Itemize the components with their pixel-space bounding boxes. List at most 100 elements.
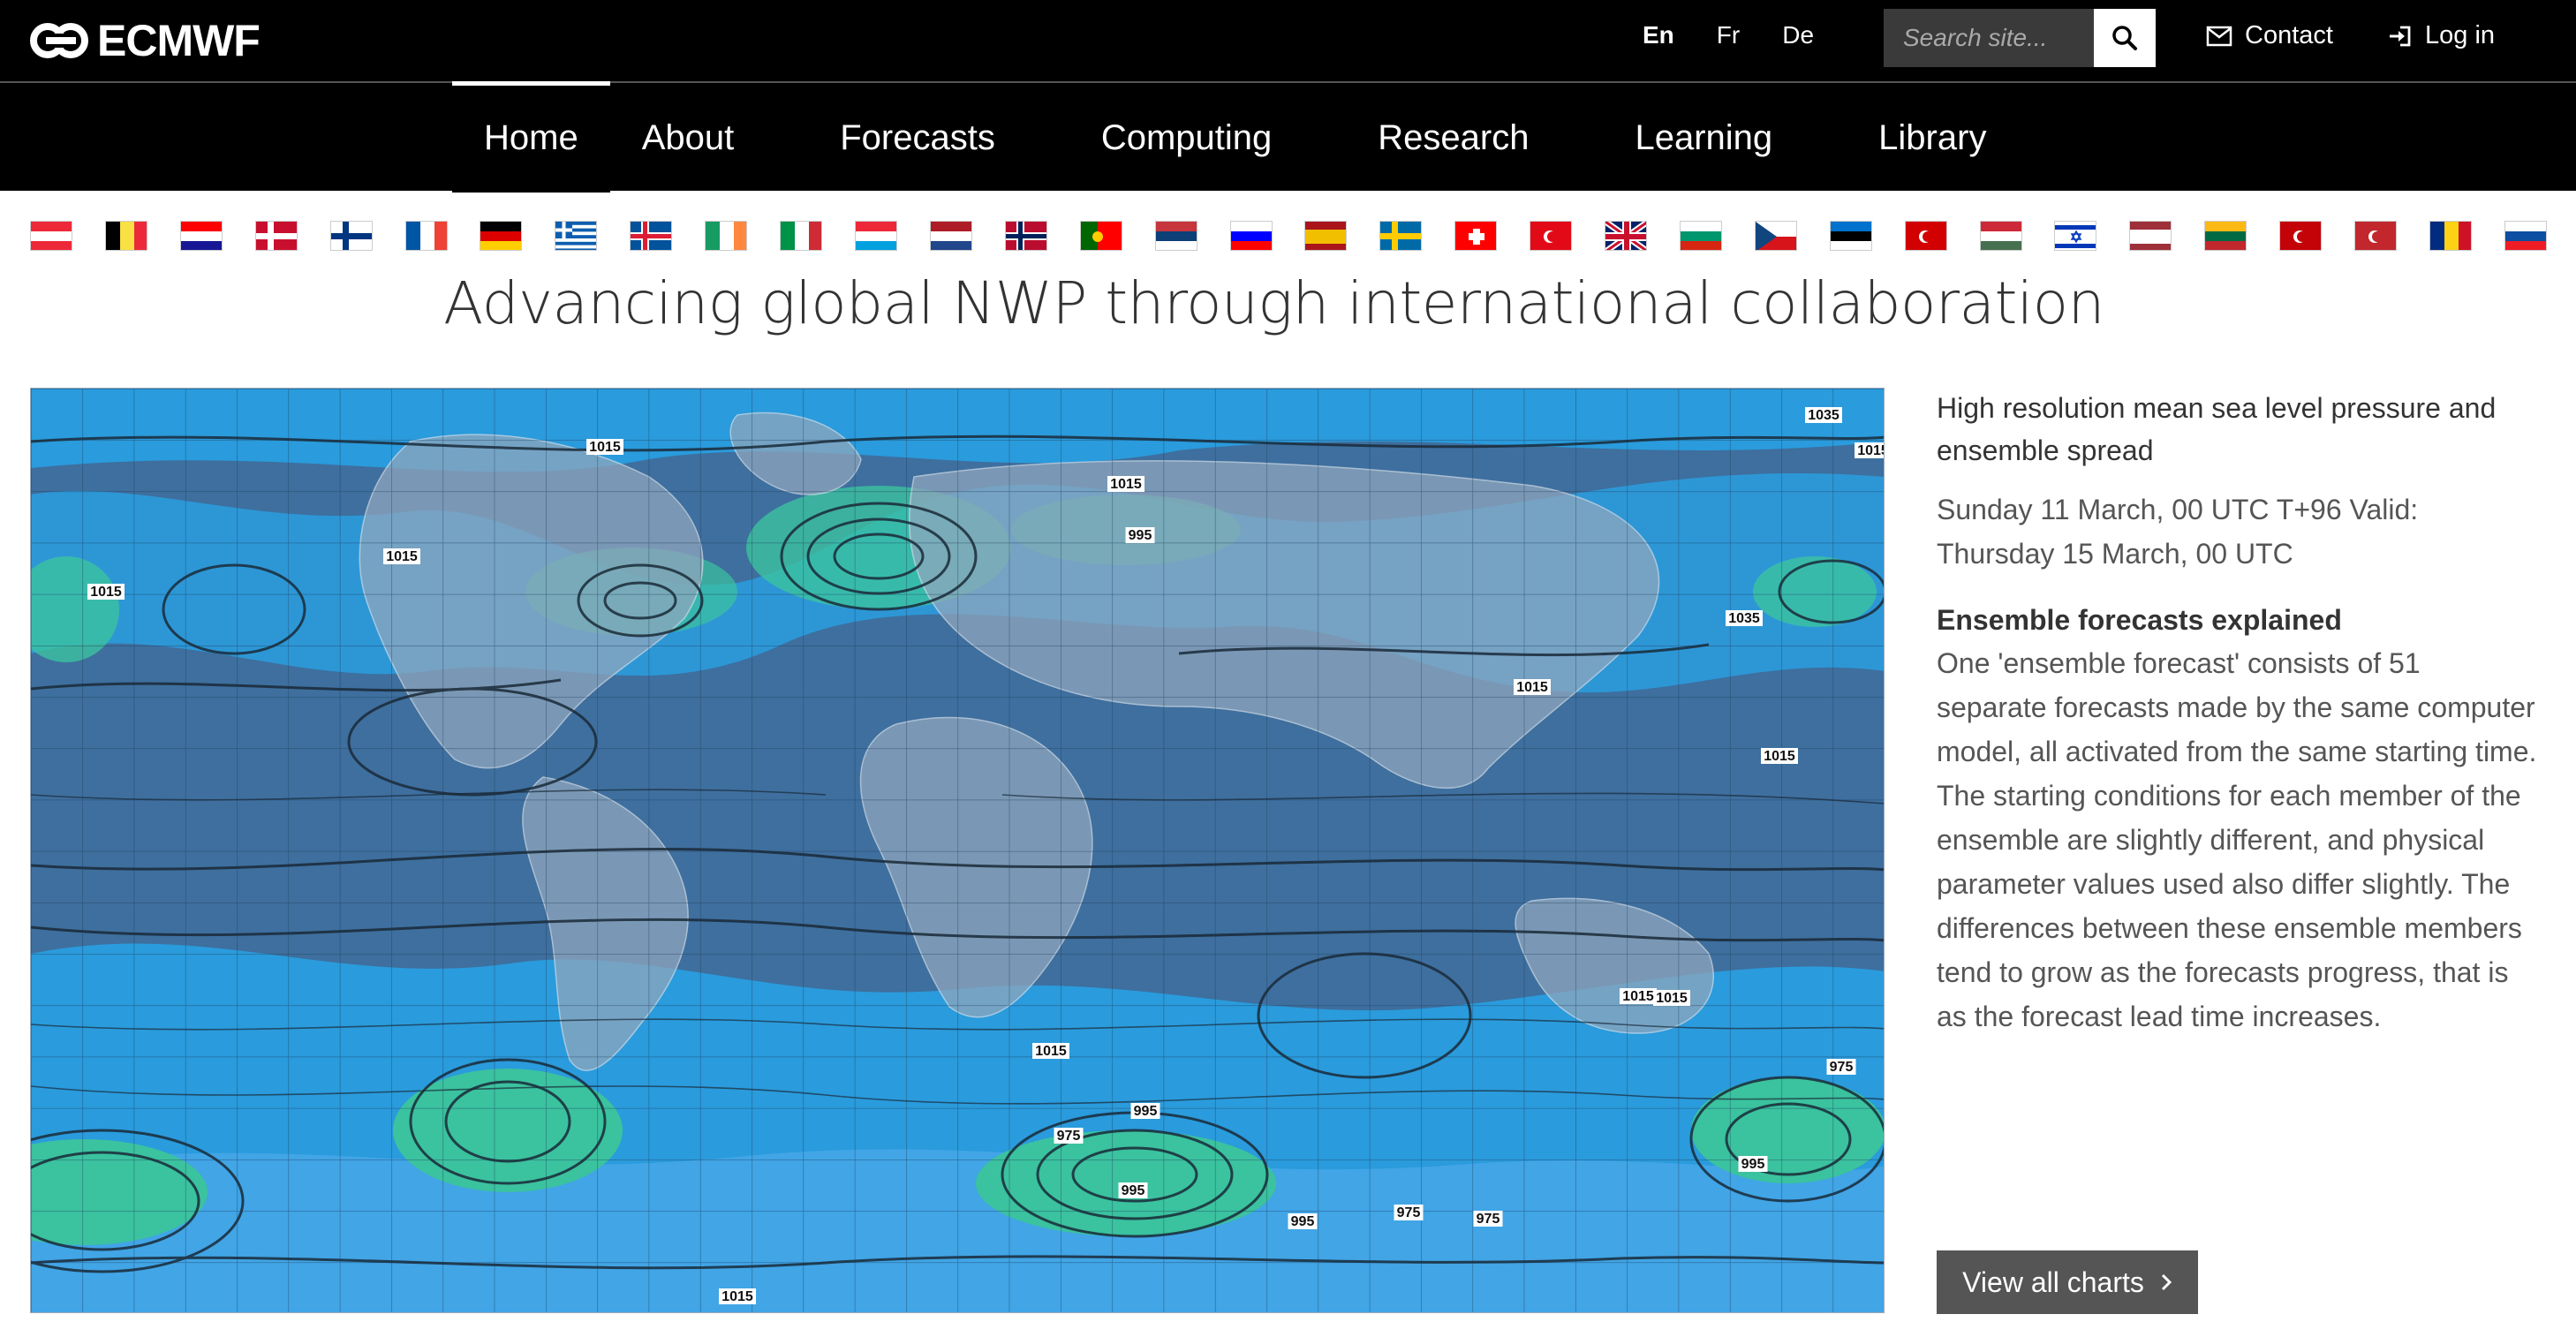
isobar-label: 995 (1125, 527, 1155, 543)
lang-de[interactable]: De (1782, 21, 1815, 49)
search-input[interactable] (1884, 9, 2094, 67)
member-state-flags (30, 221, 2547, 251)
nav-computing[interactable]: Computing (1100, 117, 1273, 157)
flag-luxembourg-icon[interactable] (854, 221, 897, 251)
lang-fr[interactable]: Fr (1716, 21, 1741, 49)
nav-research[interactable]: Research (1378, 117, 1530, 157)
flag-sweden-icon[interactable] (1379, 221, 1423, 251)
flag-united-kingdom-icon[interactable] (1605, 221, 1648, 251)
isobar-label: 1015 (719, 1288, 756, 1304)
flag-hungary-icon[interactable] (1979, 221, 2022, 251)
flag-austria-icon[interactable] (30, 221, 72, 251)
flag-morocco-icon[interactable] (2354, 221, 2398, 251)
isobar-label: 1015 (1761, 748, 1798, 764)
svg-text:1015: 1015 (1516, 680, 1548, 695)
nav-library[interactable]: Library (1878, 117, 1987, 157)
flag-switzerland-icon[interactable] (1454, 221, 1498, 251)
sign-in-icon (2390, 26, 2411, 46)
isobar-label: 975 (1473, 1211, 1503, 1227)
isobar-label: 995 (1130, 1103, 1160, 1119)
nav-learning[interactable]: Learning (1635, 117, 1773, 157)
flag-germany-icon[interactable] (480, 221, 523, 251)
svg-text:1015: 1015 (1622, 989, 1654, 1004)
flag-belgium-icon[interactable] (104, 221, 147, 251)
view-all-charts-label: View all charts (1962, 1265, 2144, 1298)
svg-text:1015: 1015 (589, 440, 621, 455)
chart-valid-time: Sunday 11 March, 00 UTC T+96 Valid: Thur… (1937, 494, 2419, 570)
ensemble-explained-text: One 'ensemble forecast' consists of 51 s… (1937, 647, 2537, 1032)
flag-ireland-icon[interactable] (705, 221, 748, 251)
site-search (1884, 9, 2156, 67)
svg-text:995: 995 (1129, 528, 1152, 543)
page-headline: Advancing global NWP through internation… (443, 269, 2104, 337)
flag-lithuania-icon[interactable] (2204, 221, 2247, 251)
flag-iceland-icon[interactable] (630, 221, 673, 251)
svg-text:1015: 1015 (1656, 991, 1688, 1006)
flag-italy-icon[interactable] (780, 221, 823, 251)
flag-israel-icon[interactable] (2054, 221, 2097, 251)
flag-denmark-icon[interactable] (254, 221, 298, 251)
flag-bulgaria-icon[interactable] (1679, 221, 1722, 251)
flag-north-macedonia-icon[interactable] (1904, 221, 1947, 251)
map-graphic: 1035101510151015995101510151035101510151… (31, 389, 1885, 1312)
svg-text:975: 975 (1477, 1212, 1500, 1227)
flag-montenegro-icon[interactable] (2279, 221, 2323, 251)
svg-text:1015: 1015 (1035, 1044, 1067, 1059)
svg-text:975: 975 (1397, 1205, 1421, 1220)
envelope-icon (2206, 26, 2232, 46)
isobar-label: 995 (1118, 1182, 1148, 1198)
chart-title[interactable]: High resolution mean sea level pressure … (1937, 392, 2497, 466)
isobar-label: 1015 (1855, 442, 1885, 458)
contact-label: Contact (2245, 21, 2333, 49)
login-link[interactable]: Log in (2388, 21, 2495, 50)
lang-en[interactable]: En (1643, 21, 1674, 49)
flag-netherlands-icon[interactable] (929, 221, 972, 251)
svg-text:1015: 1015 (386, 549, 418, 564)
flag-spain-icon[interactable] (1304, 221, 1348, 251)
flag-portugal-icon[interactable] (1079, 221, 1122, 251)
svg-text:995: 995 (1122, 1183, 1145, 1198)
svg-text:975: 975 (1057, 1129, 1081, 1144)
search-icon (2112, 26, 2137, 50)
flag-czech-republic-icon[interactable] (1754, 221, 1797, 251)
svg-text:995: 995 (1291, 1214, 1315, 1229)
isobar-label: 1015 (1514, 679, 1551, 695)
svg-text:1015: 1015 (1764, 749, 1795, 764)
flag-slovenia-icon[interactable] (1229, 221, 1273, 251)
isobar-label: 975 (1826, 1059, 1856, 1075)
mslp-ensemble-spread-map[interactable]: 1035101510151015995101510151035101510151… (30, 388, 1885, 1313)
top-bar: ECMWF En Fr De Contact Log in (0, 0, 2576, 81)
flag-romania-icon[interactable] (2429, 221, 2472, 251)
nav-home[interactable]: Home (452, 81, 610, 193)
flag-france-icon[interactable] (404, 221, 448, 251)
view-all-charts-button[interactable]: View all charts (1937, 1250, 2198, 1314)
search-button[interactable] (2094, 9, 2156, 67)
nav-forecasts[interactable]: Forecasts (840, 117, 995, 157)
flag-norway-icon[interactable] (1004, 221, 1047, 251)
isobar-label: 975 (1054, 1128, 1084, 1144)
flag-finland-icon[interactable] (329, 221, 373, 251)
flag-latvia-icon[interactable] (2129, 221, 2172, 251)
login-label: Log in (2425, 21, 2496, 49)
svg-text:1035: 1035 (1728, 611, 1760, 626)
flag-serbia-icon[interactable] (1154, 221, 1197, 251)
flag-turkey-icon[interactable] (1530, 221, 1573, 251)
svg-text:975: 975 (1830, 1060, 1854, 1075)
language-switcher: En Fr De (1643, 21, 1814, 49)
contact-link[interactable]: Contact (2206, 21, 2333, 50)
nav-about[interactable]: About (641, 117, 735, 157)
isobar-label: 975 (1394, 1205, 1424, 1220)
ecmwf-logo[interactable]: ECMWF (28, 16, 261, 65)
isobar-label: 1015 (1107, 476, 1144, 492)
isobar-label: 1015 (383, 548, 420, 564)
flag-greece-icon[interactable] (555, 221, 598, 251)
flag-croatia-icon[interactable] (179, 221, 223, 251)
flag-slovakia-icon[interactable] (2504, 221, 2547, 251)
svg-text:1035: 1035 (1808, 408, 1839, 423)
isobar-label: 1015 (1032, 1043, 1069, 1059)
svg-text:1015: 1015 (1857, 443, 1885, 458)
flag-estonia-icon[interactable] (1829, 221, 1872, 251)
isobar-label: 995 (1288, 1213, 1318, 1229)
ensemble-explained-title: Ensemble forecasts explained (1937, 604, 2342, 636)
isobar-label: 1035 (1805, 407, 1842, 423)
